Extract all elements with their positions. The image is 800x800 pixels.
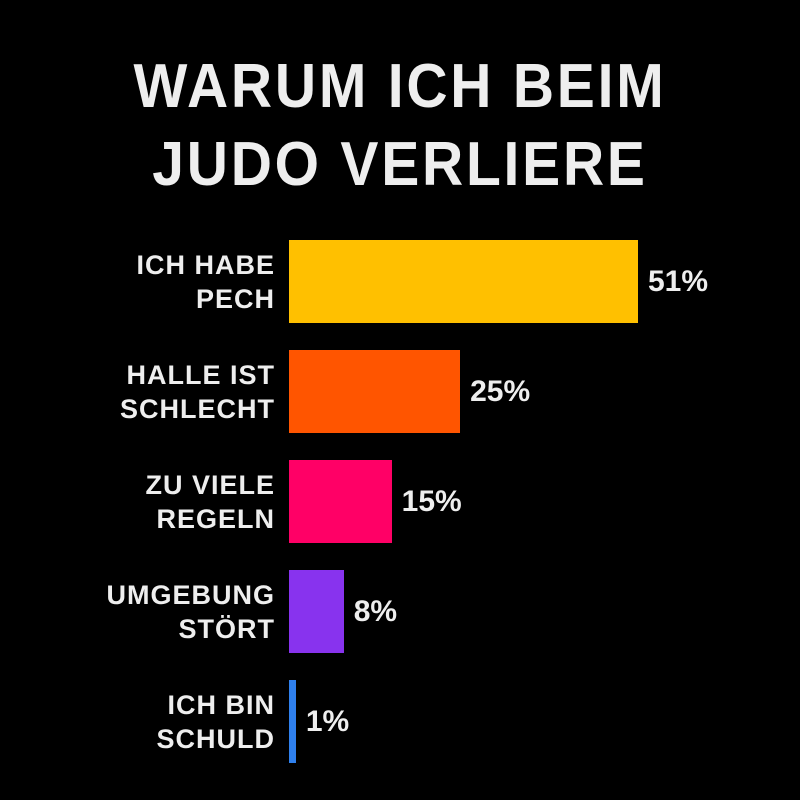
category-label: ICH HABE PECH xyxy=(136,249,275,314)
category-label: ICH BIN SCHULD xyxy=(156,689,275,754)
value-label: 1% xyxy=(305,705,350,738)
value-label: 15% xyxy=(401,485,462,518)
value-label: 51% xyxy=(648,265,709,298)
category-label: HALLE IST SCHLECHT xyxy=(120,359,275,424)
category-label: UMGEBUNG STÖRT xyxy=(106,579,275,644)
bar xyxy=(289,680,296,763)
bar xyxy=(289,240,638,323)
value-label: 25% xyxy=(470,375,531,408)
bar xyxy=(289,350,461,433)
value-label: 8% xyxy=(353,595,398,628)
bar xyxy=(289,570,344,653)
chart-title: WARUM ICH BEIM JUDO VERLIERE xyxy=(133,52,667,199)
bar xyxy=(289,460,392,543)
category-label: ZU VIELE REGELN xyxy=(145,469,275,534)
